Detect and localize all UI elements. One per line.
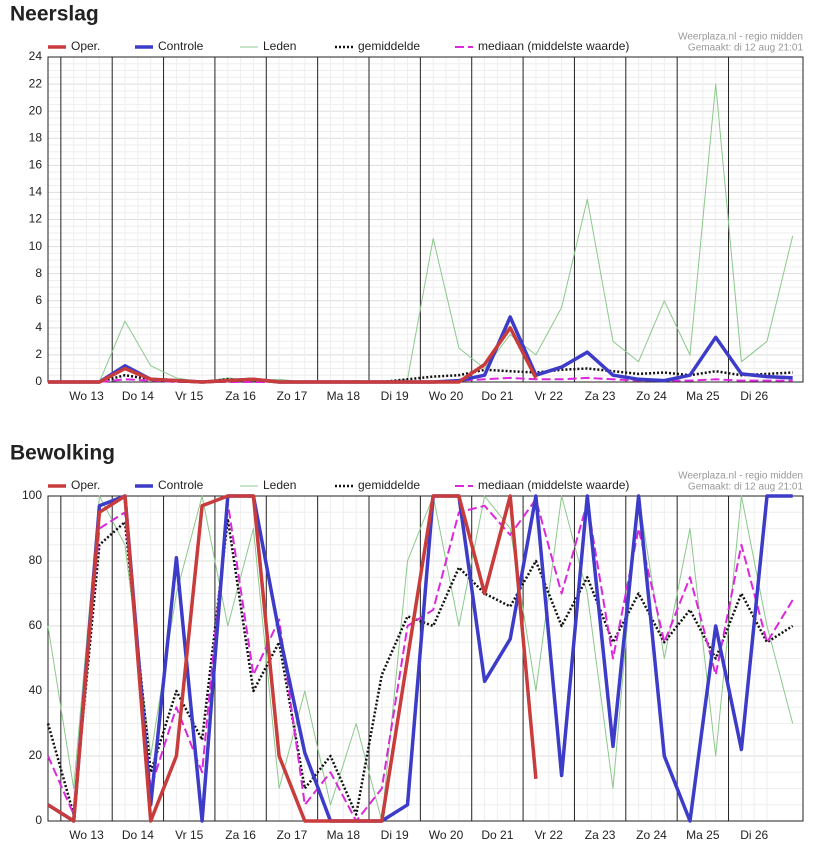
x-tick-label: Wo 13 — [69, 389, 104, 403]
legend-label: Leden — [263, 39, 296, 53]
x-tick-label: Za 23 — [585, 389, 616, 403]
series-line — [47, 494, 793, 823]
series-line — [47, 494, 538, 823]
x-tick-label: Ma 25 — [686, 389, 720, 403]
x-tick-label: Do 21 — [481, 828, 513, 842]
y-tick-label: 40 — [29, 683, 43, 697]
x-tick-label: Do 14 — [122, 389, 154, 403]
y-tick-label: 20 — [29, 103, 43, 117]
series-line — [46, 517, 794, 816]
y-tick-label: 18 — [29, 130, 43, 144]
made: Gemaakt: di 12 aug 21:01 — [688, 482, 804, 493]
x-tick-label: Ma 18 — [327, 828, 361, 842]
x-tick-label: Vr 22 — [535, 389, 564, 403]
y-tick-label: 22 — [29, 76, 43, 90]
x-tick-label: Vr 15 — [175, 828, 204, 842]
x-tick-label: Wo 13 — [69, 828, 104, 842]
legend-label: gemiddelde — [358, 39, 420, 53]
source: Weerplaza.nl - regio midden — [678, 471, 803, 482]
x-tick-label: Di 26 — [740, 389, 768, 403]
legend-label: Oper. — [71, 478, 100, 492]
x-tick-label: Zo 17 — [277, 389, 308, 403]
y-tick-label: 60 — [29, 618, 43, 632]
x-tick-label: Ma 18 — [327, 389, 361, 403]
y-tick-label: 20 — [29, 748, 43, 762]
legend-label: mediaan (middelste waarde) — [478, 478, 629, 492]
x-tick-label: Wo 20 — [429, 828, 464, 842]
x-tick-label: Zo 17 — [277, 828, 308, 842]
y-tick-label: 6 — [35, 293, 42, 307]
y-tick-label: 2 — [35, 347, 42, 361]
y-tick-label: 12 — [29, 212, 43, 226]
x-tick-label: Do 21 — [481, 389, 513, 403]
series-line — [47, 498, 794, 822]
y-tick-label: 14 — [29, 185, 43, 199]
x-tick-label: Do 14 — [122, 828, 154, 842]
x-tick-label: Wo 20 — [429, 389, 464, 403]
legend-label: Controle — [158, 478, 204, 492]
y-tick-label: 0 — [35, 813, 42, 827]
y-tick-label: 8 — [35, 266, 42, 280]
legend-label: Controle — [158, 39, 204, 53]
x-tick-label: Za 23 — [585, 828, 616, 842]
y-tick-label: 4 — [35, 320, 42, 334]
source: Weerplaza.nl - regio midden — [678, 32, 803, 43]
x-tick-label: Zo 24 — [636, 828, 667, 842]
legend-label: gemiddelde — [358, 478, 420, 492]
x-tick-label: Za 16 — [225, 828, 256, 842]
x-tick-label: Ma 25 — [686, 828, 720, 842]
x-tick-label: Di 19 — [381, 389, 409, 403]
plot-frame — [47, 495, 804, 822]
x-tick-label: Za 16 — [225, 389, 256, 403]
chart-title: Neerslag — [10, 3, 99, 26]
legend-label: Oper. — [71, 39, 100, 53]
y-tick-label: 24 — [29, 49, 43, 63]
series-line — [48, 326, 538, 384]
y-tick-label: 80 — [29, 553, 43, 567]
x-tick-label: Vr 22 — [535, 828, 564, 842]
x-tick-label: Di 19 — [381, 828, 409, 842]
y-tick-label: 100 — [22, 488, 42, 502]
x-tick-label: Vr 15 — [175, 389, 204, 403]
legend-label: Leden — [263, 478, 296, 492]
x-tick-label: Di 26 — [740, 828, 768, 842]
legend-label: mediaan (middelste waarde) — [478, 39, 629, 53]
y-tick-label: 10 — [29, 239, 43, 253]
made: Gemaakt: di 12 aug 21:01 — [688, 43, 804, 54]
y-tick-label: 16 — [29, 158, 43, 172]
chart-title: Bewolking — [10, 442, 115, 465]
x-tick-label: Zo 24 — [636, 389, 667, 403]
y-tick-label: 0 — [35, 374, 42, 388]
series-line — [48, 83, 794, 383]
